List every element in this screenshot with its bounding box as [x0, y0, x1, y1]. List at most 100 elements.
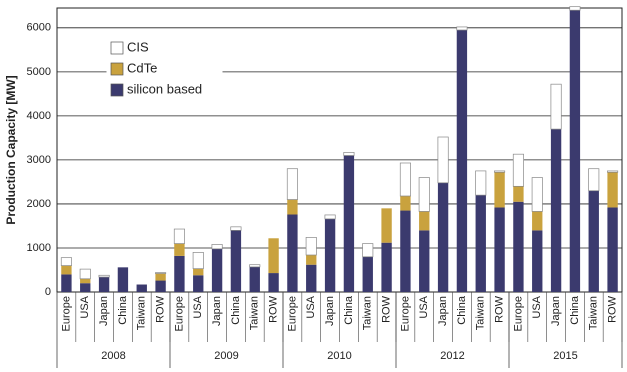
bar-segment [381, 208, 392, 243]
bar-segment [569, 6, 581, 11]
y-tick-label: 5000 [27, 66, 51, 78]
bar-segment [211, 248, 223, 292]
bar-segment [494, 170, 506, 173]
bar-segment [569, 10, 581, 293]
bar-segment [437, 182, 449, 292]
bar-segment [155, 272, 167, 274]
x-tick-label: USA [192, 295, 204, 318]
bar-segment [607, 170, 619, 173]
bar-segment [305, 237, 317, 256]
bar-segment [513, 186, 524, 202]
y-tick-label: 0 [45, 286, 51, 298]
bar-segment [494, 207, 505, 292]
bar-segment [362, 243, 374, 258]
bar-segment [494, 172, 505, 208]
x-tick-label: China [343, 295, 355, 325]
bar-segment [324, 218, 336, 292]
bar-segment [400, 196, 411, 211]
bar-segment [324, 214, 336, 220]
bar-segment [249, 266, 260, 292]
group-label: 2015 [553, 350, 577, 362]
x-tick-label: Europe [399, 296, 411, 331]
x-tick-label: Japan [324, 296, 336, 326]
y-tick-label: 4000 [27, 110, 51, 122]
bar-segment [249, 264, 261, 268]
x-tick-label: ROW [606, 295, 618, 323]
bar-segment [475, 170, 487, 196]
bar-segment [80, 278, 91, 284]
legend-label: CdTe [127, 60, 157, 75]
x-tick-label: Europe [286, 296, 298, 331]
bar-segment [193, 268, 204, 276]
bar-segment [79, 268, 91, 280]
bar-segment [400, 210, 411, 292]
bar-segment [61, 274, 72, 292]
bar-segment [286, 168, 298, 200]
group-label: 2010 [327, 350, 351, 362]
bar-segment [456, 26, 468, 31]
bar-segment [550, 83, 562, 130]
bar-segment [399, 162, 411, 197]
bar-segment [98, 274, 110, 278]
y-tick-label: 6000 [27, 22, 51, 34]
legend-swatch [110, 83, 124, 97]
bar-segment [306, 255, 317, 265]
bar-segment [512, 153, 524, 187]
x-tick-label: China [569, 295, 581, 325]
group-label: 2012 [440, 350, 464, 362]
x-tick-label: China [230, 295, 242, 325]
bar-segment [230, 226, 242, 231]
y-tick-label: 3000 [27, 154, 51, 166]
y-tick-label: 2000 [27, 198, 51, 210]
bar-segment [117, 267, 129, 292]
bar-segment [588, 190, 599, 292]
bar-segment [211, 244, 223, 250]
bar-segment [456, 30, 468, 292]
x-tick-label: Taiwan [588, 296, 600, 330]
legend-swatch [110, 41, 124, 55]
bar-segment [607, 207, 618, 292]
x-tick-label: Japan [211, 296, 223, 326]
bar-segment [588, 168, 600, 192]
y-axis-title: Production Capacity [MW] [4, 75, 18, 224]
group-label: 2009 [214, 350, 238, 362]
x-tick-label: Europe [60, 296, 72, 331]
bar-segment [531, 177, 543, 212]
legend-label: silicon based [127, 81, 202, 96]
x-tick-label: Japan [437, 296, 449, 326]
x-tick-label: Europe [173, 296, 185, 331]
y-tick-label: 1000 [27, 242, 51, 254]
bar-segment [306, 264, 317, 292]
bar-segment [419, 211, 430, 231]
x-tick-label: Taiwan [249, 296, 261, 330]
x-tick-label: China [456, 295, 468, 325]
bar-segment [268, 273, 279, 292]
bar-segment [155, 273, 166, 281]
x-tick-label: ROW [154, 295, 166, 323]
bar-segment [343, 155, 355, 292]
x-tick-label: Japan [550, 296, 562, 326]
x-tick-label: Europe [512, 296, 524, 331]
x-tick-label: Japan [98, 296, 110, 326]
x-tick-label: USA [305, 295, 317, 318]
x-tick-label: ROW [267, 295, 279, 323]
bar-segment [287, 199, 298, 215]
bar-segment [174, 255, 185, 292]
group-label: 2008 [101, 350, 125, 362]
x-tick-label: USA [531, 295, 543, 318]
bar-segment [343, 152, 355, 156]
bar-segment [268, 238, 279, 274]
bar-segment [192, 252, 204, 270]
x-tick-label: ROW [493, 295, 505, 323]
bar-segment [419, 230, 430, 292]
x-tick-label: China [117, 295, 129, 325]
bar-segment [607, 172, 618, 208]
legend-swatch [110, 62, 124, 76]
x-tick-label: USA [418, 295, 430, 318]
legend-box [106, 37, 223, 107]
bar-segment [475, 195, 486, 292]
bar-segment [193, 275, 204, 292]
x-tick-label: Taiwan [362, 296, 374, 330]
bar-segment [381, 242, 392, 292]
